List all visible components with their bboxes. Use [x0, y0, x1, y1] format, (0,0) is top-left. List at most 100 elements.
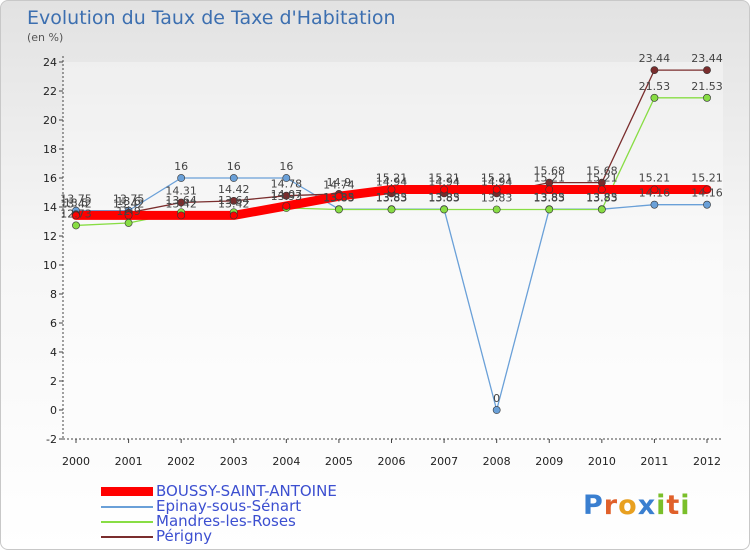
data-label-2: 13.83	[586, 191, 618, 204]
data-label-3: 14.94	[428, 175, 460, 188]
plot-area	[63, 62, 723, 439]
data-label-3: 14.94	[376, 175, 408, 188]
data-point-1	[703, 200, 711, 209]
data-label-0: 13.42	[218, 197, 250, 210]
data-label-1: 0	[493, 392, 500, 405]
data-label-3: 23.44	[639, 52, 671, 65]
data-point-2	[387, 205, 396, 214]
data-label-1: 16	[279, 160, 293, 173]
data-point-0	[124, 211, 133, 220]
data-point-3	[703, 66, 711, 75]
data-label-1: 14.16	[639, 187, 671, 200]
data-point-3	[282, 191, 291, 200]
legend-label-mandres: Mandres-les-Roses	[156, 512, 296, 530]
data-point-0	[229, 211, 238, 220]
data-point-1	[177, 174, 186, 182]
proxiti-logo: Proxiti	[583, 490, 691, 521]
data-label-1: 16	[227, 160, 241, 173]
data-label-1: 13.75	[113, 193, 145, 206]
data-label-3: 15.68	[586, 165, 618, 178]
legend-item-boussy[interactable]: BOUSSY-SAINT-ANTOINE	[101, 484, 337, 499]
data-label-0: 15.21	[428, 171, 460, 184]
logo-text: Proxiti	[583, 490, 691, 521]
data-label-0: 15.21	[481, 171, 513, 184]
y-tick-label: 16	[43, 172, 57, 185]
x-tick-label: 2008	[483, 455, 511, 468]
legend-item-mandres[interactable]: Mandres-les-Roses	[101, 514, 337, 529]
data-label-0: 15.21	[691, 171, 723, 184]
data-label-3: 15.68	[534, 165, 566, 178]
y-axis-unit: (en %)	[27, 31, 64, 44]
data-label-0: 15.21	[639, 171, 671, 184]
y-tick-label: 24	[43, 56, 57, 69]
data-point-0	[492, 185, 501, 194]
data-label-2: 13.83	[323, 191, 355, 204]
data-point-2	[492, 205, 501, 214]
data-label-1: 13.85	[586, 191, 618, 204]
data-point-0	[597, 185, 606, 194]
x-tick-label: 2000	[62, 455, 90, 468]
data-label-3: 14.94	[481, 175, 513, 188]
data-point-3	[650, 66, 659, 75]
x-tick-label: 2011	[640, 455, 668, 468]
data-point-2	[650, 93, 659, 102]
data-label-2: 13.83	[428, 191, 460, 204]
legend-swatch-epinay	[101, 505, 153, 508]
data-label-3: 14.78	[271, 178, 303, 191]
x-tick-label: 2005	[325, 455, 353, 468]
data-label-1: 13.85	[428, 191, 460, 204]
data-label-2: 12.73	[60, 207, 92, 220]
data-point-0	[440, 185, 448, 194]
y-tick-label: 2	[50, 375, 57, 388]
y-tick-label: 14	[43, 201, 57, 214]
data-label-0: 15.21	[376, 171, 408, 184]
x-tick-label: 2012	[693, 455, 721, 468]
data-point-0	[335, 192, 343, 201]
data-point-2	[597, 205, 606, 214]
data-label-0: 15.21	[586, 171, 618, 184]
legend-item-epinay[interactable]: Epinay-sous-Sénart	[101, 499, 337, 514]
data-point-1	[282, 174, 291, 182]
data-label-2: 21.53	[639, 80, 671, 93]
data-point-2	[72, 221, 80, 230]
y-tick-label: 18	[43, 143, 57, 156]
data-point-1	[492, 406, 501, 414]
y-tick-label: 10	[43, 259, 57, 272]
data-label-0: 13.42	[60, 197, 92, 210]
data-label-1: 13.85	[534, 191, 566, 204]
data-label-1: 14.16	[691, 187, 723, 200]
y-tick-label: -2	[46, 433, 57, 446]
legend-swatch-boussy	[101, 487, 153, 496]
x-tick-label: 2001	[115, 455, 143, 468]
data-label-1: 13.75	[60, 193, 92, 206]
chart-legend: BOUSSY-SAINT-ANTOINE Epinay-sous-Sénart …	[101, 484, 337, 544]
data-label-2: 13.64	[165, 194, 197, 207]
y-tick-label: 4	[50, 346, 57, 359]
y-tick-label: 22	[43, 85, 57, 98]
data-point-0	[545, 185, 554, 194]
legend-label-boussy: BOUSSY-SAINT-ANTOINE	[156, 482, 337, 500]
data-point-2	[703, 93, 711, 102]
x-tick-label: 2002	[167, 455, 195, 468]
data-label-3: 14.9	[327, 176, 352, 189]
data-label-2: 21.53	[691, 80, 723, 93]
data-point-0	[387, 185, 396, 194]
data-label-0: 13.42	[113, 197, 145, 210]
legend-item-perigny[interactable]: Périgny	[101, 529, 337, 544]
data-label-2: 13.93	[271, 190, 303, 203]
data-point-0	[177, 211, 186, 220]
data-label-1: 16	[174, 160, 188, 173]
legend-label-perigny: Périgny	[156, 527, 212, 545]
data-label-3: 14.31	[165, 185, 197, 198]
data-label-1: 13.85	[376, 191, 408, 204]
x-tick-label: 2010	[588, 455, 616, 468]
data-label-0: 15.21	[534, 171, 566, 184]
x-tick-label: 2009	[535, 455, 563, 468]
x-tick-label: 2004	[272, 455, 300, 468]
y-tick-label: 20	[43, 114, 57, 127]
y-tick-label: 6	[50, 317, 57, 330]
data-point-2	[440, 205, 448, 214]
y-tick-label: 8	[50, 288, 57, 301]
